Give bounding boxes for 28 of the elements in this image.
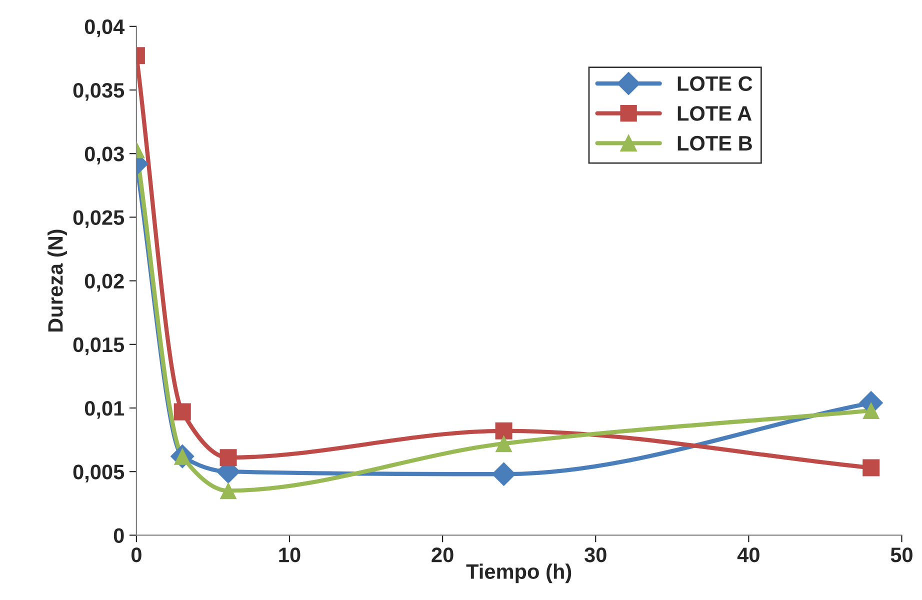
point bbox=[862, 402, 880, 420]
x-tick-label: 0 bbox=[131, 548, 142, 562]
y-tick-label: 0,035 bbox=[73, 83, 124, 101]
point bbox=[495, 435, 512, 452]
point bbox=[220, 482, 237, 500]
x-tick-label: 50 bbox=[890, 548, 912, 562]
x-tick-label: 30 bbox=[584, 548, 606, 562]
y-tick-label: 0,02 bbox=[84, 274, 124, 292]
x-tick-label: 20 bbox=[432, 548, 454, 562]
y-axis-title: Dureza (N) bbox=[48, 230, 67, 332]
x-tick-label: 40 bbox=[737, 548, 760, 562]
y-tick-label: 0,025 bbox=[73, 210, 124, 228]
legend-label: LOTE C bbox=[678, 76, 752, 91]
y-tick-label: 0 bbox=[114, 528, 124, 543]
x-axis-title: Tiempo (h) bbox=[466, 564, 572, 584]
y-tick-label: 0,015 bbox=[73, 337, 124, 356]
y-tick-label: 0,01 bbox=[84, 401, 124, 419]
y-tick-label: 0,04 bbox=[84, 19, 125, 38]
point bbox=[220, 449, 237, 466]
point bbox=[492, 462, 516, 486]
x-tick-label: 10 bbox=[279, 548, 300, 562]
y-tick-label: 0,03 bbox=[84, 146, 124, 164]
point bbox=[174, 403, 191, 420]
point bbox=[495, 422, 512, 440]
legend-label: LOTE A bbox=[678, 106, 752, 121]
point bbox=[862, 459, 880, 476]
legend-label: LOTE B bbox=[678, 136, 752, 151]
y-tick-label: 0,005 bbox=[73, 464, 124, 482]
